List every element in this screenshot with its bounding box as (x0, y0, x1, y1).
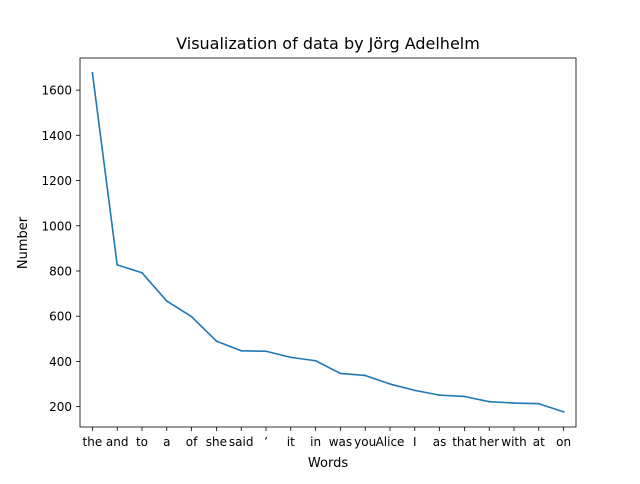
y-tick-label: 800 (49, 264, 72, 278)
data-point-it (289, 356, 292, 359)
x-tick-label: as (433, 435, 447, 449)
data-point-a (165, 300, 168, 302)
y-tick-label: 1400 (41, 129, 72, 143)
plot-frame (79, 57, 577, 428)
x-tick-label: a (163, 435, 170, 449)
data-point-her (488, 400, 491, 403)
y-axis-label: Number (16, 216, 31, 269)
x-tick-label: said (229, 435, 254, 449)
x-tick-label: on (556, 435, 571, 449)
x-tick-label: ’ (264, 435, 268, 449)
x-tick-label: and (106, 435, 129, 449)
y-tick-label: 400 (49, 355, 72, 369)
data-point-that (463, 395, 466, 398)
data-point-as (438, 394, 441, 397)
x-axis-label: Words (308, 456, 348, 471)
x-tick-label: of (186, 435, 198, 449)
y-tick-label: 1000 (41, 219, 72, 233)
x-tick-label: the (83, 435, 103, 449)
data-point-you (364, 374, 367, 377)
data-point-said (240, 349, 243, 352)
series-line (91, 72, 565, 413)
x-tick-label: it (287, 435, 295, 449)
data-point-to (141, 271, 143, 274)
data-point-in (314, 359, 317, 362)
data-point-I (413, 389, 416, 392)
plot-area (79, 57, 577, 428)
data-point-she (215, 340, 218, 342)
data-point-on (562, 410, 565, 413)
x-tick-label: at (533, 435, 545, 449)
chart-title: Visualization of data by Jörg Adelhelm (176, 34, 480, 53)
data-point-’ (265, 350, 267, 353)
data-point-of (190, 315, 193, 318)
x-tick-label: in (310, 435, 321, 449)
x-tick-label: that (452, 435, 477, 449)
y-tick-label: 1600 (41, 84, 72, 98)
data-point-and (116, 263, 119, 266)
x-tick-label: she (206, 435, 227, 449)
y-tick-label: 600 (49, 310, 72, 324)
y-tick-label: 200 (49, 400, 72, 414)
x-tick-label: Alice (376, 435, 405, 449)
x-tick-label: you (354, 435, 376, 449)
x-tick-label: was (329, 435, 352, 449)
x-tick-label: to (136, 435, 148, 449)
data-point-Alice (389, 383, 391, 385)
data-point-the (91, 72, 94, 74)
y-axis-ticks: 200 400 600 800 1000 1200 1400 1600 (41, 84, 80, 414)
x-tick-label: I (413, 435, 417, 449)
x-tick-label: her (479, 435, 499, 449)
data-point-was (339, 372, 342, 375)
y-tick-label: 1200 (41, 174, 72, 188)
data-point-at (537, 402, 540, 405)
x-tick-label: with (501, 435, 526, 449)
data-point-with (513, 402, 515, 404)
